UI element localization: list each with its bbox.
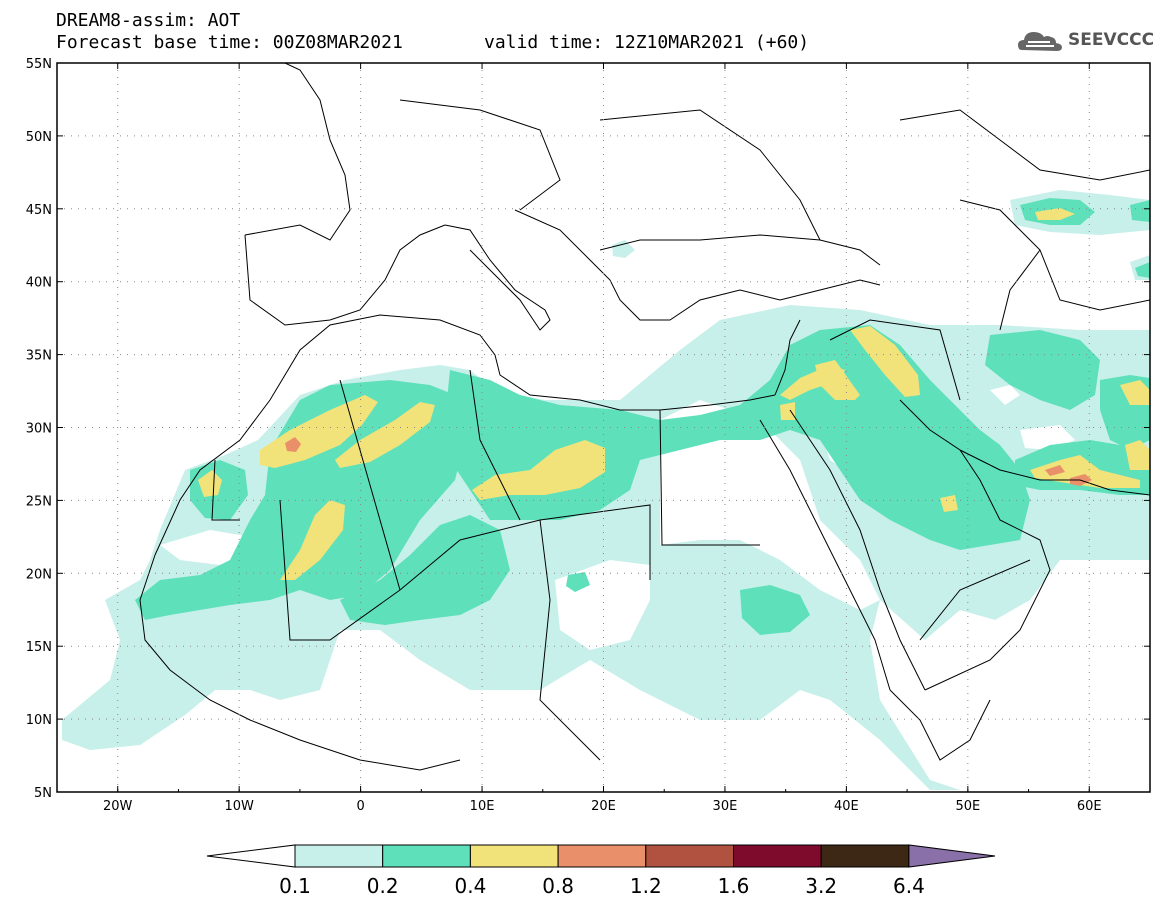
lat-label: 50N	[26, 130, 52, 145]
colorbar-label: 3.2	[805, 874, 837, 898]
coastlines-and-borders	[139, 63, 1150, 771]
aot-shading	[62, 190, 1150, 790]
colorbar-label: 1.2	[630, 874, 662, 898]
lat-label: 55N	[26, 57, 52, 72]
forecast-base-time: Forecast base time: 00Z08MAR2021	[56, 32, 403, 53]
cloud-logo-icon	[1018, 32, 1062, 51]
lon-label: 0	[356, 799, 364, 814]
lat-label: 30N	[26, 422, 52, 437]
colorbar-box	[733, 844, 822, 868]
lon-label: 10W	[224, 799, 254, 814]
lat-label: 25N	[26, 494, 52, 509]
latitude-labels: 55N 50N 45N 40N 35N 30N 25N 20N 15N 10N 5N	[26, 57, 52, 801]
lat-label: 35N	[26, 349, 52, 364]
colorbar-box	[469, 844, 559, 868]
colorbar-label: 1.6	[718, 874, 750, 898]
lon-label: 60E	[1077, 799, 1102, 814]
colorbar-label: 0.2	[367, 874, 399, 898]
colorbar-box	[645, 844, 734, 868]
colorbar-box	[294, 844, 384, 868]
colorbar: 0.1 0.2 0.4 0.8 1.2 1.6 3.2 6.4	[206, 844, 996, 898]
lon-label: 20W	[103, 799, 133, 814]
lon-label: 20E	[591, 799, 616, 814]
colorbar-over-arrow	[908, 844, 996, 868]
lat-label: 10N	[26, 713, 52, 728]
lon-label: 10E	[470, 799, 495, 814]
colorbar-box	[820, 844, 910, 868]
graticule	[57, 63, 1150, 792]
colorbar-box	[382, 844, 471, 868]
colorbar-label: 0.4	[454, 874, 486, 898]
map-title: DREAM8-assim: AOT	[56, 10, 241, 31]
valid-time: valid time: 12Z10MAR2021 (+60)	[484, 32, 810, 53]
longitude-labels: 20W 10W 0 10E 20E 30E 40E 50E 60E	[103, 799, 1102, 814]
lat-label: 20N	[26, 567, 52, 582]
lat-label: 5N	[34, 786, 52, 801]
colorbar-label: 6.4	[893, 874, 925, 898]
lon-label: 40E	[834, 799, 859, 814]
lon-label: 50E	[955, 799, 980, 814]
lat-label: 15N	[26, 640, 52, 655]
lon-label: 30E	[713, 799, 738, 814]
colorbar-under-arrow	[206, 844, 296, 868]
lat-label: 40N	[26, 276, 52, 291]
colorbar-label: 0.1	[279, 874, 311, 898]
colorbar-label: 0.8	[542, 874, 574, 898]
lat-label: 45N	[26, 203, 52, 218]
colorbar-box	[557, 844, 647, 868]
seevccc-logo-text: SEEVCCC	[1068, 30, 1155, 50]
axis-ticks	[56, 62, 1151, 793]
